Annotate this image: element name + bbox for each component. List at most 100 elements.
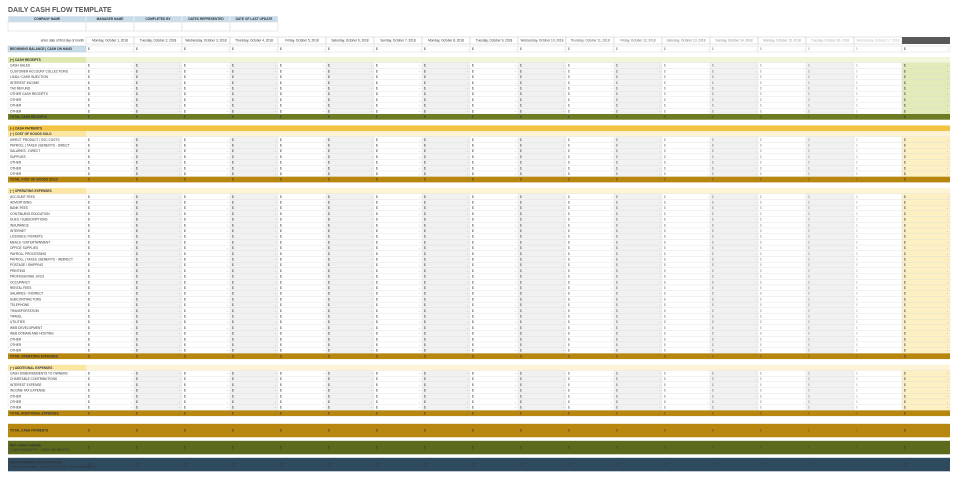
currency-symbol: $: [472, 47, 474, 51]
cell-value: -: [803, 69, 804, 73]
cell-value: -: [227, 463, 228, 467]
cell-value: -: [467, 166, 468, 170]
cell-value: -: [131, 371, 132, 375]
value-cell: [181, 347, 231, 354]
cell-value: -: [275, 297, 276, 301]
currency-symbol: $: [856, 320, 858, 324]
value-cell: [853, 381, 903, 388]
currency-symbol: $: [328, 280, 330, 284]
currency-symbol: $: [424, 280, 426, 284]
currency-symbol: $: [328, 240, 330, 244]
currency-symbol: $: [664, 218, 666, 222]
value-cell: [373, 330, 423, 337]
currency-symbol: $: [184, 155, 186, 159]
cell-value: -: [179, 429, 180, 433]
cell-value: -: [611, 314, 612, 318]
value-cell: [565, 210, 615, 217]
value-cell: [805, 398, 855, 405]
cell-value: -: [803, 400, 804, 404]
value-cell: [709, 108, 759, 115]
cell-value: -: [563, 309, 564, 313]
currency-symbol: $: [568, 383, 570, 387]
currency-symbol: $: [88, 64, 90, 68]
value-cell: [133, 96, 183, 103]
field-input[interactable]: [7, 21, 87, 32]
currency-symbol: $: [88, 246, 90, 250]
cell-value: -: [899, 349, 900, 353]
value-cell: [277, 330, 327, 337]
cell-value: -: [371, 326, 372, 330]
value-cell: [181, 370, 231, 377]
value-cell: [901, 256, 951, 263]
cell-value: -: [179, 320, 180, 324]
cell-value: -: [851, 429, 852, 433]
field-input[interactable]: [133, 21, 183, 32]
currency-symbol: $: [664, 64, 666, 68]
currency-symbol: $: [568, 314, 570, 318]
currency-symbol: $: [376, 446, 378, 450]
cell-value: -: [515, 143, 516, 147]
currency-symbol: $: [280, 75, 282, 79]
row-label: CASH SALES: [10, 64, 30, 68]
cell-value: -: [755, 320, 756, 324]
currency-symbol: $: [376, 337, 378, 341]
value-cell: [181, 199, 231, 206]
value-cell: [901, 347, 951, 354]
cell-value: -: [275, 212, 276, 216]
value-cell: [469, 62, 519, 69]
currency-symbol: $: [520, 394, 522, 398]
currency-symbol: $: [280, 406, 282, 410]
value-cell: [181, 324, 231, 331]
value-cell: [85, 347, 135, 354]
currency-symbol: $: [376, 218, 378, 222]
currency-symbol: $: [424, 429, 426, 433]
value-cell: [901, 199, 951, 206]
currency-symbol: $: [616, 81, 618, 85]
row-label: OTHER: [10, 98, 22, 102]
cell-value: -: [467, 280, 468, 284]
currency-symbol: $: [856, 223, 858, 227]
cell-value: -: [467, 297, 468, 301]
cell-value: -: [611, 149, 612, 153]
value-cell: [229, 330, 279, 337]
value-cell: [421, 85, 471, 92]
field-input[interactable]: [85, 21, 135, 32]
currency-symbol: $: [184, 354, 186, 358]
value-cell: [421, 148, 471, 155]
value-cell: [661, 267, 711, 274]
cell-value: -: [275, 343, 276, 347]
currency-symbol: $: [472, 275, 474, 279]
currency-symbol: $: [760, 377, 762, 381]
currency-symbol: $: [376, 371, 378, 375]
cell-value: -: [419, 115, 420, 119]
cell-value: -: [131, 446, 132, 450]
value-cell: [565, 313, 615, 320]
currency-symbol: $: [568, 155, 570, 159]
field-input[interactable]: [229, 21, 279, 32]
currency-symbol: $: [760, 229, 762, 233]
cell-value: -: [227, 178, 228, 182]
value-cell: [805, 296, 855, 303]
field-input[interactable]: [181, 21, 231, 32]
currency-symbol: $: [232, 206, 234, 210]
value-cell: [517, 381, 567, 388]
value-cell: [805, 250, 855, 257]
cell-value: -: [467, 81, 468, 85]
cell-value: -: [851, 354, 852, 358]
cell-value: -: [467, 269, 468, 273]
currency-symbol: $: [808, 115, 810, 119]
value-cell: [133, 79, 183, 86]
currency-symbol: $: [280, 314, 282, 318]
cell-value: -: [323, 81, 324, 85]
row-label: TAX REFUND: [10, 86, 31, 90]
cell-value: -: [611, 411, 612, 415]
value-cell: [325, 73, 375, 80]
cell-value: -: [755, 314, 756, 318]
cell-value: -: [179, 104, 180, 108]
currency-symbol: $: [760, 195, 762, 199]
cell-value: -: [707, 200, 708, 204]
currency-symbol: $: [328, 326, 330, 330]
currency-symbol: $: [616, 337, 618, 341]
cell-value: -: [611, 229, 612, 233]
currency-symbol: $: [280, 377, 282, 381]
